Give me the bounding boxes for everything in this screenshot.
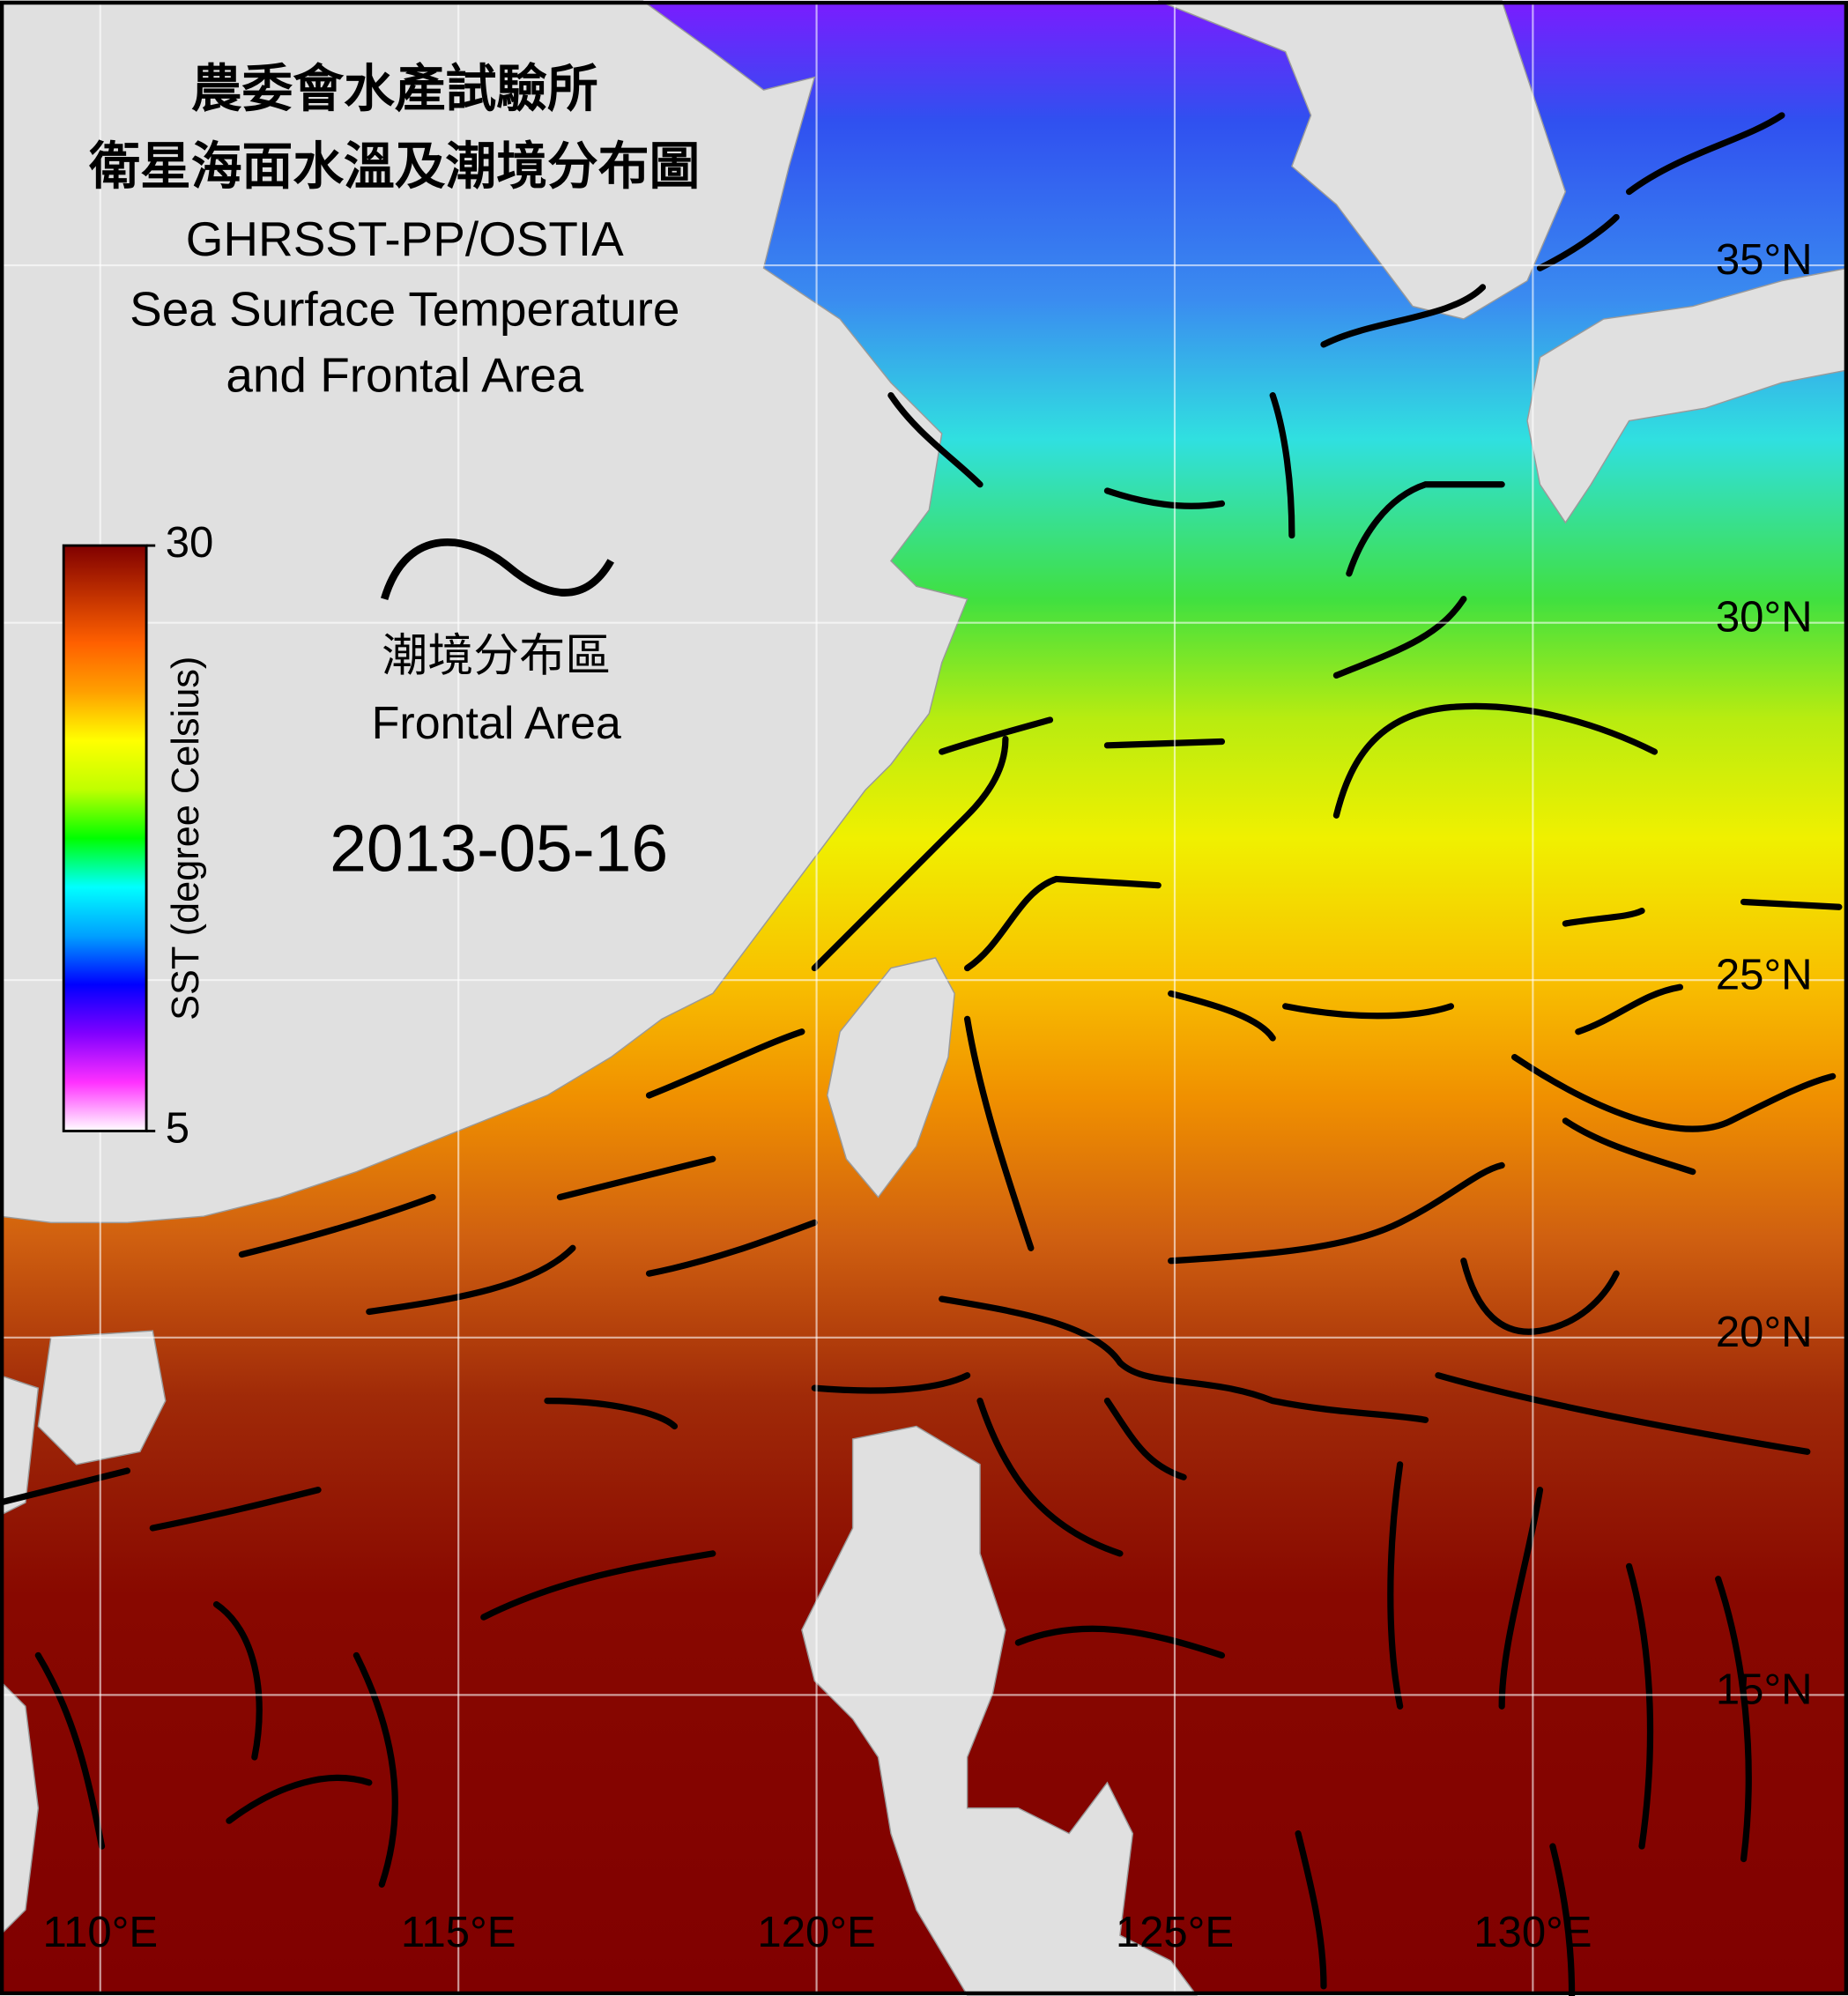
labels: 農委會水產試驗所 衛星海面水溫及潮境分布圖 GHRSST-PP/OSTIA Se…	[42, 59, 1812, 1957]
lon-label: 130°E	[1473, 1909, 1592, 1956]
legend-symbol	[381, 538, 614, 600]
frontal-lines	[0, 112, 1843, 1996]
title-line: 衛星海面水溫及潮境分布圖	[88, 137, 700, 197]
title-line: 農委會水產試驗所	[191, 59, 598, 119]
title-line: GHRSST-PP/OSTIA	[186, 211, 624, 266]
legend-label: 潮境分布區	[382, 630, 611, 681]
lon-label: 115°E	[401, 1909, 516, 1956]
legend-label: Frontal Area	[372, 698, 621, 749]
colorbar-tick-label: 5	[166, 1104, 189, 1152]
title-line: Sea Surface Temperature	[130, 281, 679, 336]
lat-label: 15°N	[1716, 1666, 1813, 1713]
lat-label: 30°N	[1716, 594, 1813, 642]
date: 2013-05-16	[330, 811, 668, 885]
lat-label: 20°N	[1716, 1309, 1813, 1356]
colorbar-tick-label: 30	[166, 519, 214, 567]
colorbar-label: SST (degree Celsius)	[165, 657, 207, 1020]
lon-label: 110°E	[42, 1909, 158, 1956]
lon-label: 125°E	[1116, 1909, 1234, 1956]
lat-label: 35°N	[1716, 236, 1813, 284]
lon-label: 120°E	[757, 1909, 875, 1956]
lat-label: 25°N	[1716, 951, 1813, 998]
title-line: and Frontal Area	[226, 347, 583, 402]
colorbar	[62, 544, 148, 1132]
